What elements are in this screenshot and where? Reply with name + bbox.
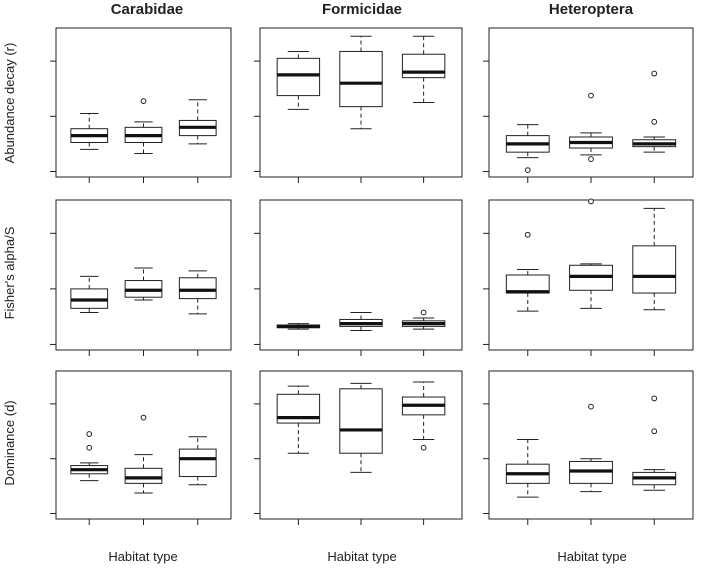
xlabel-carabidae: Habitat type [108, 549, 177, 564]
panels [50, 28, 693, 525]
xlabel-formicidae: Habitat type [327, 549, 396, 564]
panel-a [50, 28, 231, 183]
figure: Carabidae Formicidae Heteroptera Abundan… [0, 0, 709, 568]
box-R [633, 71, 676, 152]
box-M [506, 232, 549, 311]
ylabel-dominance: Dominance (d) [2, 400, 17, 485]
iqr-box [277, 58, 319, 95]
box-R [633, 396, 676, 490]
column-title-formicidae: Formicidae [322, 1, 402, 18]
ylabel-abundance-decay: Abundance decay (r) [2, 43, 17, 164]
box-P [125, 415, 162, 493]
box-M [71, 432, 108, 481]
panel-i [483, 371, 693, 525]
box-P [340, 383, 382, 472]
outlier-point [525, 168, 530, 173]
panel-b [254, 28, 462, 183]
outlier-point [589, 93, 594, 98]
outlier-point [589, 404, 594, 409]
column-title-heteroptera: Heteroptera [549, 1, 634, 18]
box-M [506, 125, 549, 173]
outlier-point [525, 232, 530, 237]
outlier-point [141, 415, 146, 420]
outlier-point [87, 432, 92, 437]
iqr-box [179, 278, 216, 299]
box-R [402, 310, 444, 329]
box-P [340, 313, 382, 331]
column-title-carabidae: Carabidae [111, 1, 184, 18]
box-P [340, 36, 382, 128]
iqr-box [402, 54, 444, 77]
iqr-box [340, 389, 382, 453]
box-M [277, 51, 319, 109]
plot-frame [56, 371, 231, 519]
panel-h [254, 371, 462, 525]
box-M [71, 276, 108, 312]
box-R [633, 208, 676, 309]
box-R [179, 100, 216, 144]
outlier-point [421, 310, 426, 315]
ylabel-fishers-alpha: Fisher's alpha/S [2, 226, 17, 319]
box-M [277, 386, 319, 453]
outlier-point [141, 99, 146, 104]
outlier-point [589, 199, 594, 204]
box-R [179, 271, 216, 314]
box-P [125, 99, 162, 154]
panel-c [483, 28, 693, 183]
box-M [277, 324, 319, 330]
box-P [125, 268, 162, 300]
box-M [506, 440, 549, 498]
iqr-box [340, 51, 382, 106]
outlier-point [652, 396, 657, 401]
box-P [570, 199, 613, 308]
box-P [570, 404, 613, 491]
panel-d [50, 200, 231, 356]
xlabel-heteroptera: Habitat type [557, 549, 626, 564]
outlier-point [652, 71, 657, 76]
box-R [402, 36, 444, 102]
outlier-point [589, 157, 594, 162]
outlier-point [652, 119, 657, 124]
plot-frame [56, 200, 231, 350]
panel-e [254, 200, 462, 356]
outlier-point [87, 445, 92, 450]
panel-f [483, 199, 693, 356]
outlier-point [421, 445, 426, 450]
panel-g [50, 371, 231, 525]
box-R [179, 437, 216, 485]
box-R [402, 382, 444, 450]
iqr-box [179, 449, 216, 476]
box-M [71, 114, 108, 150]
outlier-point [652, 429, 657, 434]
iqr-box [125, 468, 162, 483]
box-P [570, 93, 613, 161]
iqr-box [633, 246, 676, 293]
